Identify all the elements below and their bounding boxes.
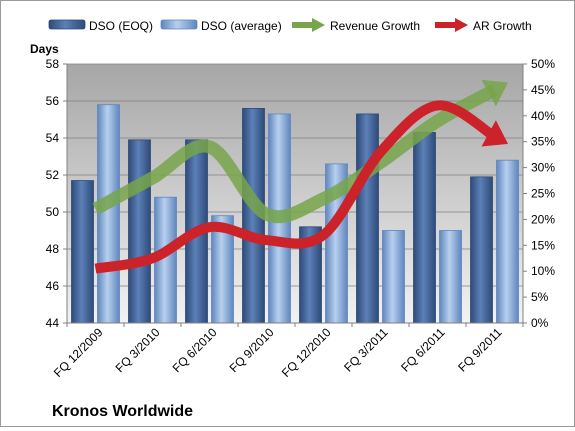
y2-tick-label: 50% bbox=[531, 57, 555, 71]
y-tick-label: 52 bbox=[46, 168, 60, 182]
x-tick-label: FQ 12/2009 bbox=[51, 325, 106, 380]
legend-label-ar-growth: AR Growth bbox=[473, 19, 532, 33]
line-revenue-growth bbox=[92, 84, 498, 224]
x-tick-label: FQ 6/2011 bbox=[398, 325, 448, 375]
x-tick-label: FQ 6/2010 bbox=[170, 325, 220, 375]
bar-dso-average bbox=[382, 230, 405, 324]
y-tick-label: 44 bbox=[46, 316, 60, 330]
y-tick-label: 46 bbox=[46, 279, 60, 293]
y2-tick-label: 20% bbox=[531, 212, 555, 226]
y2-tick-label: 45% bbox=[531, 83, 555, 97]
bar-dso-average bbox=[97, 104, 120, 324]
x-tick-label: FQ 3/2011 bbox=[341, 325, 391, 375]
legend-label-dso-eoq: DSO (EOQ) bbox=[89, 19, 153, 33]
legend-arrow-revenue-growth bbox=[292, 18, 325, 32]
line-ar-growth bbox=[94, 100, 498, 274]
legend-arrow-ar-growth bbox=[435, 18, 468, 32]
legend-swatch-dso-eoq bbox=[48, 19, 86, 30]
x-tick-label: FQ 12/2010 bbox=[279, 325, 334, 380]
bar-dso-eoq bbox=[128, 139, 151, 324]
legend-swatch-dso-average bbox=[160, 19, 198, 30]
y-axis-label: Days bbox=[30, 42, 59, 56]
y2-tick-label: 15% bbox=[531, 238, 555, 252]
y2-tick-label: 40% bbox=[531, 109, 555, 123]
arrowhead-revenue-growth bbox=[481, 79, 508, 107]
y2-tick-label: 30% bbox=[531, 161, 555, 175]
y-tick-label: 48 bbox=[46, 242, 60, 256]
x-tick-label: FQ 9/2011 bbox=[455, 325, 505, 375]
bar-dso-average bbox=[496, 159, 519, 324]
x-tick-label: FQ 3/2010 bbox=[113, 325, 163, 375]
bar-dso-eoq bbox=[470, 176, 493, 324]
bars bbox=[71, 104, 519, 324]
chart-title: Kronos Worldwide bbox=[52, 403, 193, 420]
bar-dso-eoq bbox=[71, 180, 94, 324]
legend-label-revenue-growth: Revenue Growth bbox=[330, 19, 420, 33]
y-tick-label: 50 bbox=[46, 205, 60, 219]
y2-tick-label: 25% bbox=[531, 187, 555, 201]
legend: DSO (EOQ) DSO (average) Revenue Growth A… bbox=[48, 18, 532, 33]
bar-dso-average bbox=[439, 230, 462, 324]
growth-lines bbox=[92, 79, 508, 274]
y2-tick-label: 5% bbox=[531, 290, 549, 304]
y-tick-label: 58 bbox=[46, 57, 60, 71]
y-tick-label: 54 bbox=[46, 131, 60, 145]
bar-dso-eoq bbox=[413, 132, 436, 324]
x-tick-label: FQ 9/2010 bbox=[227, 325, 277, 375]
legend-label-dso-average: DSO (average) bbox=[201, 19, 282, 33]
arrowhead-ar-growth bbox=[481, 120, 508, 147]
y2-tick-label: 0% bbox=[531, 316, 549, 330]
y-tick-label: 56 bbox=[46, 94, 60, 108]
bar-dso-eoq bbox=[356, 113, 379, 324]
y2-tick-label: 35% bbox=[531, 135, 555, 149]
y2-tick-label: 10% bbox=[531, 264, 555, 278]
